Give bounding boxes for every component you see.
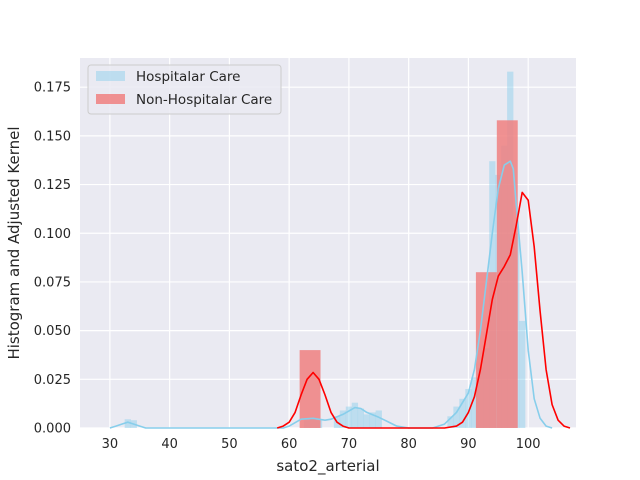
x-tick-label: 50 xyxy=(221,437,238,452)
hospitalar-care-bar xyxy=(375,410,382,428)
hospitalar-care-bar xyxy=(363,414,370,428)
kde-lines xyxy=(109,160,571,429)
legend: Hospitalar Care Non-Hospitalar Care xyxy=(87,64,282,115)
y-tick-label: 0.050 xyxy=(34,324,71,339)
hospitalar-care-bar xyxy=(124,419,131,428)
y-tick-label: 0.075 xyxy=(34,275,71,290)
x-tick-label: 100 xyxy=(516,437,541,452)
x-axis-label: sato2_arterial xyxy=(276,457,379,476)
histogram-bars xyxy=(124,71,526,429)
hospitalar-care-bar xyxy=(357,408,365,428)
y-tick-labels: 0.000 0.025 0.050 0.075 0.100 0.125 0.150 0.175 xyxy=(34,81,71,437)
y-tick-label: 0.100 xyxy=(34,227,71,242)
x-tick-label: 40 xyxy=(161,437,178,452)
non-hospitalar-care-bar xyxy=(299,350,321,428)
hospitalar-care-bar xyxy=(453,406,460,428)
hospitalar-care-kde-line xyxy=(109,160,553,429)
hospitalar-care-bar xyxy=(447,416,454,428)
hospitalar-care-bar xyxy=(471,377,478,428)
x-tick-label: 80 xyxy=(400,437,417,452)
non-hospitalar-care-kde-line xyxy=(276,191,571,429)
legend-label-non-hospitalar: Non-Hospitalar Care xyxy=(136,92,272,108)
hospitalar-care-bar xyxy=(519,320,526,428)
y-tick-label: 0.025 xyxy=(34,373,71,388)
hospitalar-care-bar xyxy=(465,389,472,428)
non-hospitalar-care-bar xyxy=(496,120,518,428)
legend-swatch-non-hospitalar xyxy=(96,94,125,104)
non-hospitalar-care-bar xyxy=(475,272,497,428)
legend-swatch-hospitalar xyxy=(96,71,125,81)
y-tick-label: 0.125 xyxy=(34,178,71,193)
y-tick-label: 0.000 xyxy=(34,422,71,437)
hospitalar-care-bar xyxy=(369,412,376,428)
hospitalar-care-bar xyxy=(351,402,359,428)
hospitalar-care-bar xyxy=(339,410,347,428)
legend-label-hospitalar: Hospitalar Care xyxy=(136,69,240,85)
x-tick-label: 30 xyxy=(102,437,119,452)
hospitalar-care-bar xyxy=(459,398,466,428)
y-tick-label: 0.175 xyxy=(34,81,71,96)
hospitalar-care-bar xyxy=(345,406,353,428)
legend-box xyxy=(87,64,282,115)
x-tick-labels: 30 40 50 60 70 80 90 100 xyxy=(102,437,541,452)
x-tick-label: 70 xyxy=(341,437,358,452)
y-tick-label: 0.150 xyxy=(34,129,71,144)
x-tick-label: 60 xyxy=(281,437,298,452)
y-axis-label: Histogram and Adjusted Kernel xyxy=(5,126,23,359)
x-tick-label: 90 xyxy=(460,437,477,452)
